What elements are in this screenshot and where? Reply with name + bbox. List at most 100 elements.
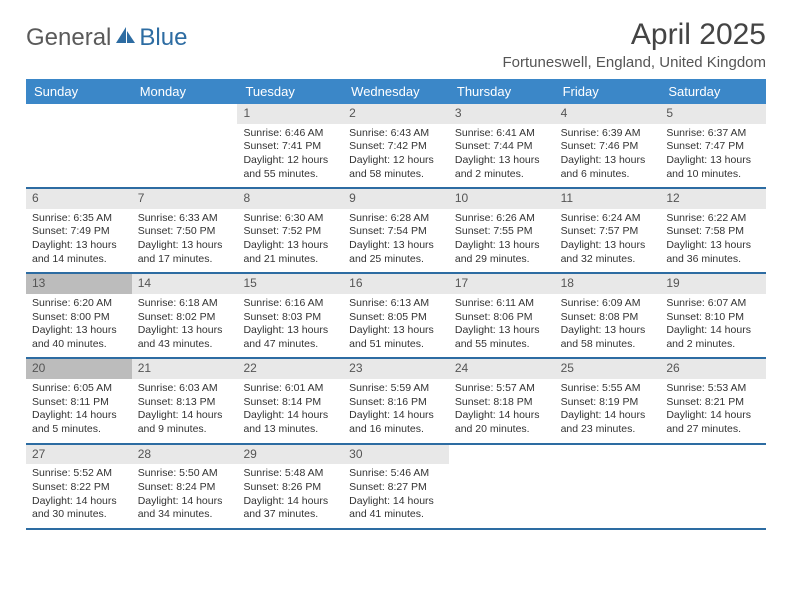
sunrise-line: Sunrise: 6:20 AM [32, 297, 126, 311]
day-body [555, 449, 661, 458]
day-body: Sunrise: 6:11 AMSunset: 8:06 PMDaylight:… [449, 294, 555, 358]
day-cell: 29Sunrise: 5:48 AMSunset: 8:26 PMDayligh… [237, 445, 343, 528]
day-header-row: SundayMondayTuesdayWednesdayThursdayFrid… [26, 79, 766, 104]
sunrise-line: Sunrise: 6:18 AM [138, 297, 232, 311]
daylight-line: Daylight: 13 hours and 25 minutes. [349, 239, 443, 266]
daylight-line: Daylight: 13 hours and 58 minutes. [561, 324, 655, 351]
day-cell: 2Sunrise: 6:43 AMSunset: 7:42 PMDaylight… [343, 104, 449, 187]
day-cell: 3Sunrise: 6:41 AMSunset: 7:44 PMDaylight… [449, 104, 555, 187]
day-number: 28 [132, 445, 238, 465]
daylight-line: Daylight: 14 hours and 37 minutes. [243, 495, 337, 522]
day-cell: 9 Sunrise: 6:28 AMSunset: 7:54 PMDaylight… [343, 189, 449, 272]
daylight-line: Daylight: 14 hours and 9 minutes. [138, 409, 232, 436]
day-body: Sunrise: 6:13 AMSunset: 8:05 PMDaylight:… [343, 294, 449, 358]
day-cell: 12Sunrise: 6:22 AMSunset: 7:58 PMDayligh… [660, 189, 766, 272]
logo-text-blue: Blue [139, 24, 187, 52]
calendar: SundayMondayTuesdayWednesdayThursdayFrid… [26, 79, 766, 530]
day-number: 27 [26, 445, 132, 465]
sunset-line: Sunset: 7:41 PM [243, 140, 337, 154]
sunset-line: Sunset: 7:52 PM [243, 225, 337, 239]
sunset-line: Sunset: 8:24 PM [138, 481, 232, 495]
sunset-line: Sunset: 8:22 PM [32, 481, 126, 495]
sunrise-line: Sunrise: 6:28 AM [349, 212, 443, 226]
day-body: Sunrise: 6:33 AMSunset: 7:50 PMDaylight:… [132, 209, 238, 273]
day-number: 15 [237, 274, 343, 294]
day-cell: 24Sunrise: 5:57 AMSunset: 8:18 PMDayligh… [449, 359, 555, 442]
day-body: Sunrise: 5:55 AMSunset: 8:19 PMDaylight:… [555, 379, 661, 443]
day-cell [26, 104, 132, 187]
day-number: 1 [237, 104, 343, 124]
sunrise-line: Sunrise: 6:07 AM [666, 297, 760, 311]
daylight-line: Daylight: 13 hours and 21 minutes. [243, 239, 337, 266]
daylight-line: Daylight: 14 hours and 34 minutes. [138, 495, 232, 522]
day-body: Sunrise: 6:16 AMSunset: 8:03 PMDaylight:… [237, 294, 343, 358]
sunrise-line: Sunrise: 6:30 AM [243, 212, 337, 226]
daylight-line: Daylight: 13 hours and 10 minutes. [666, 154, 760, 181]
daylight-line: Daylight: 13 hours and 17 minutes. [138, 239, 232, 266]
sunset-line: Sunset: 8:16 PM [349, 396, 443, 410]
day-cell: 17Sunrise: 6:11 AMSunset: 8:06 PMDayligh… [449, 274, 555, 357]
sunset-line: Sunset: 8:14 PM [243, 396, 337, 410]
sunset-line: Sunset: 7:50 PM [138, 225, 232, 239]
sunrise-line: Sunrise: 6:33 AM [138, 212, 232, 226]
weeks-container: 1Sunrise: 6:46 AMSunset: 7:41 PMDaylight… [26, 104, 766, 530]
sunrise-line: Sunrise: 5:48 AM [243, 467, 337, 481]
day-header: Tuesday [237, 79, 343, 104]
day-header: Friday [555, 79, 661, 104]
sunset-line: Sunset: 7:58 PM [666, 225, 760, 239]
header: General Blue April 2025 Fortuneswell, En… [26, 18, 766, 71]
day-body: Sunrise: 6:09 AMSunset: 8:08 PMDaylight:… [555, 294, 661, 358]
day-body: Sunrise: 6:26 AMSunset: 7:55 PMDaylight:… [449, 209, 555, 273]
daylight-line: Daylight: 14 hours and 5 minutes. [32, 409, 126, 436]
sunrise-line: Sunrise: 6:03 AM [138, 382, 232, 396]
day-number: 9 [343, 189, 449, 209]
day-number: 19 [660, 274, 766, 294]
sunset-line: Sunset: 8:26 PM [243, 481, 337, 495]
day-cell: 19Sunrise: 6:07 AMSunset: 8:10 PMDayligh… [660, 274, 766, 357]
day-number: 6 [26, 189, 132, 209]
daylight-line: Daylight: 13 hours and 29 minutes. [455, 239, 549, 266]
sunrise-line: Sunrise: 6:09 AM [561, 297, 655, 311]
sunrise-line: Sunrise: 6:16 AM [243, 297, 337, 311]
sunrise-line: Sunrise: 6:35 AM [32, 212, 126, 226]
day-body [132, 108, 238, 117]
sunset-line: Sunset: 8:03 PM [243, 311, 337, 325]
day-cell: 1Sunrise: 6:46 AMSunset: 7:41 PMDaylight… [237, 104, 343, 187]
day-number: 23 [343, 359, 449, 379]
daylight-line: Daylight: 13 hours and 40 minutes. [32, 324, 126, 351]
day-body: Sunrise: 5:59 AMSunset: 8:16 PMDaylight:… [343, 379, 449, 443]
sunset-line: Sunset: 8:18 PM [455, 396, 549, 410]
day-number: 14 [132, 274, 238, 294]
day-body: Sunrise: 5:48 AMSunset: 8:26 PMDaylight:… [237, 464, 343, 528]
sunrise-line: Sunrise: 6:13 AM [349, 297, 443, 311]
location-subtitle: Fortuneswell, England, United Kingdom [503, 54, 766, 71]
day-body: Sunrise: 5:50 AMSunset: 8:24 PMDaylight:… [132, 464, 238, 528]
day-header: Saturday [660, 79, 766, 104]
sunset-line: Sunset: 7:57 PM [561, 225, 655, 239]
day-number: 25 [555, 359, 661, 379]
day-number: 3 [449, 104, 555, 124]
daylight-line: Daylight: 14 hours and 23 minutes. [561, 409, 655, 436]
day-number: 24 [449, 359, 555, 379]
sunrise-line: Sunrise: 6:41 AM [455, 127, 549, 141]
sunset-line: Sunset: 8:00 PM [32, 311, 126, 325]
day-cell: 11Sunrise: 6:24 AMSunset: 7:57 PMDayligh… [555, 189, 661, 272]
day-number: 16 [343, 274, 449, 294]
day-cell [660, 445, 766, 528]
sunrise-line: Sunrise: 6:26 AM [455, 212, 549, 226]
sunset-line: Sunset: 7:42 PM [349, 140, 443, 154]
sunset-line: Sunset: 7:54 PM [349, 225, 443, 239]
day-number: 29 [237, 445, 343, 465]
sunset-line: Sunset: 8:27 PM [349, 481, 443, 495]
day-cell: 28Sunrise: 5:50 AMSunset: 8:24 PMDayligh… [132, 445, 238, 528]
day-body: Sunrise: 6:18 AMSunset: 8:02 PMDaylight:… [132, 294, 238, 358]
sunrise-line: Sunrise: 5:53 AM [666, 382, 760, 396]
sunrise-line: Sunrise: 5:46 AM [349, 467, 443, 481]
sunset-line: Sunset: 8:10 PM [666, 311, 760, 325]
sunset-line: Sunset: 8:06 PM [455, 311, 549, 325]
day-cell: 21Sunrise: 6:03 AMSunset: 8:13 PMDayligh… [132, 359, 238, 442]
week-row: 13Sunrise: 6:20 AMSunset: 8:00 PMDayligh… [26, 274, 766, 359]
daylight-line: Daylight: 13 hours and 14 minutes. [32, 239, 126, 266]
day-cell [555, 445, 661, 528]
daylight-line: Daylight: 13 hours and 55 minutes. [455, 324, 549, 351]
